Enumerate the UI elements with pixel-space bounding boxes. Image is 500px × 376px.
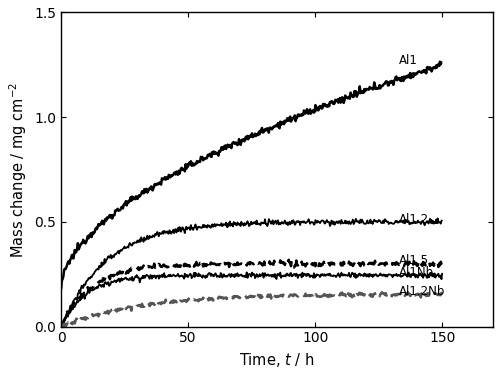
Text: Al1.2: Al1.2 (399, 213, 429, 226)
X-axis label: Time, $t$ / h: Time, $t$ / h (239, 351, 315, 369)
Text: Al1: Al1 (399, 54, 418, 67)
Text: Al1.2Nb: Al1.2Nb (399, 285, 446, 297)
Text: Al1Nb: Al1Nb (399, 266, 434, 279)
Y-axis label: Mass change / mg cm$^{-2}$: Mass change / mg cm$^{-2}$ (7, 82, 28, 258)
Text: Al1.5: Al1.5 (399, 254, 429, 267)
